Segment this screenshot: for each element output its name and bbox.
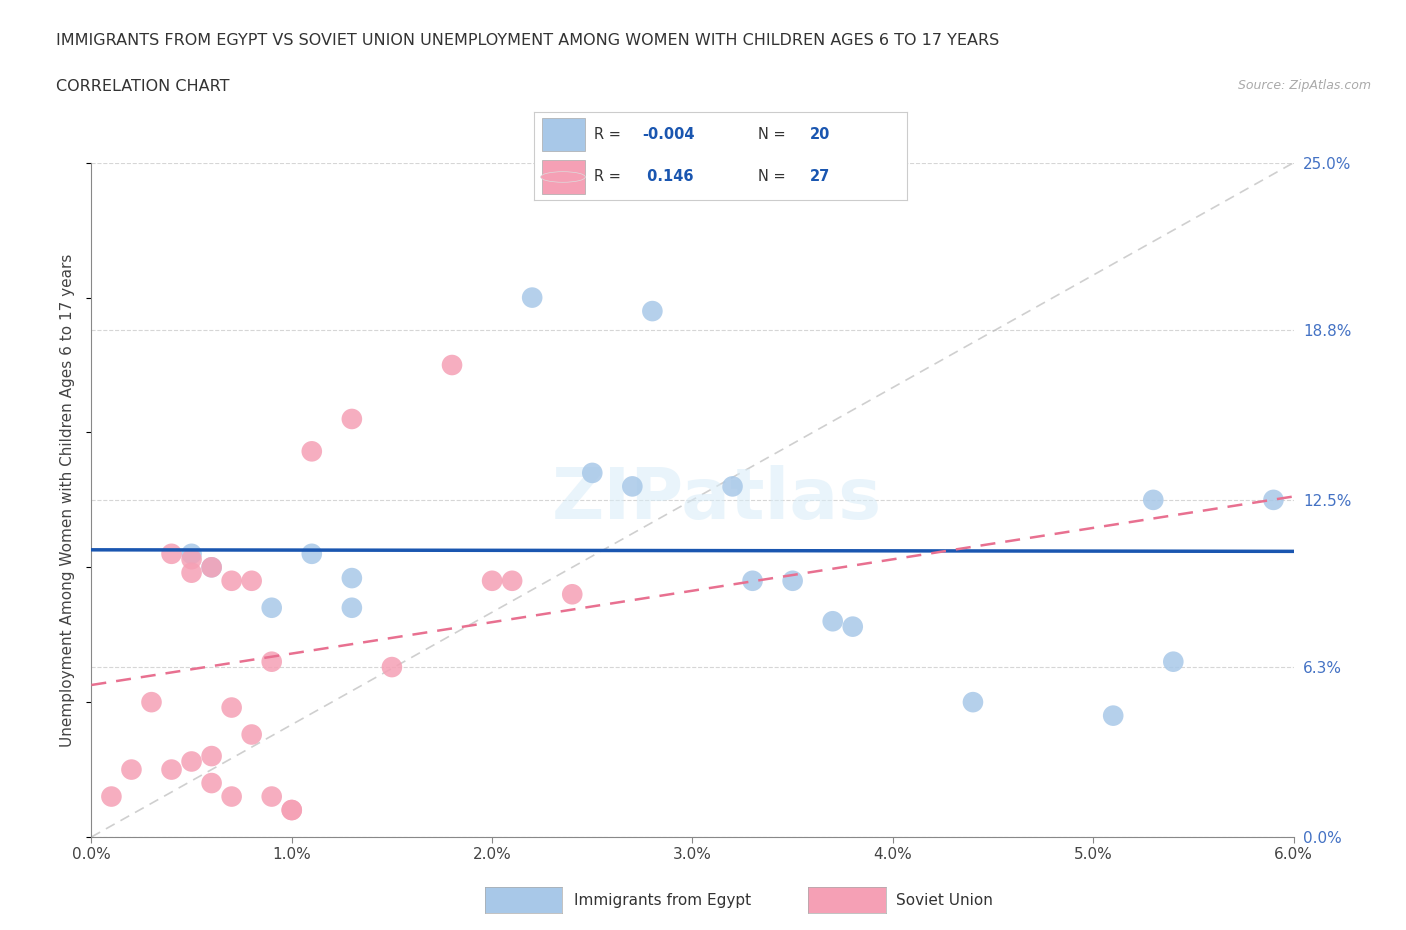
Text: N =: N = <box>758 127 790 142</box>
Point <box>221 700 243 715</box>
Point <box>281 803 304 817</box>
Point <box>741 573 763 589</box>
Point <box>501 573 523 589</box>
Text: IMMIGRANTS FROM EGYPT VS SOVIET UNION UNEMPLOYMENT AMONG WOMEN WITH CHILDREN AGE: IMMIGRANTS FROM EGYPT VS SOVIET UNION UN… <box>56 33 1000 47</box>
Point <box>301 444 323 458</box>
Text: ZIPatlas: ZIPatlas <box>551 465 882 535</box>
Point <box>180 754 202 769</box>
Point <box>221 789 243 804</box>
FancyBboxPatch shape <box>541 160 585 193</box>
Point <box>641 304 664 319</box>
Point <box>962 695 984 710</box>
Point <box>100 789 122 804</box>
Point <box>180 547 202 562</box>
Point <box>141 695 163 710</box>
Point <box>1263 493 1285 508</box>
Point <box>561 587 583 602</box>
Point <box>1102 709 1125 724</box>
Text: Soviet Union: Soviet Union <box>896 893 993 908</box>
Point <box>821 614 844 629</box>
Point <box>340 571 363 586</box>
Point <box>201 560 224 575</box>
Text: 20: 20 <box>810 127 831 142</box>
Point <box>440 358 463 373</box>
Text: 0.146: 0.146 <box>643 169 693 184</box>
Text: R =: R = <box>593 127 626 142</box>
Point <box>340 601 363 616</box>
Point <box>221 573 243 589</box>
Point <box>340 412 363 427</box>
Point <box>481 573 503 589</box>
Text: 27: 27 <box>810 169 831 184</box>
Point <box>782 573 804 589</box>
Point <box>201 776 224 790</box>
Point <box>160 763 183 777</box>
Point <box>180 551 202 566</box>
Text: CORRELATION CHART: CORRELATION CHART <box>56 79 229 94</box>
Point <box>160 547 183 562</box>
Point <box>301 547 323 562</box>
Point <box>621 479 644 494</box>
Point <box>201 749 224 764</box>
Point <box>260 655 283 670</box>
Point <box>180 565 202 580</box>
FancyBboxPatch shape <box>541 118 585 152</box>
Circle shape <box>541 172 585 182</box>
Text: R =: R = <box>593 169 626 184</box>
Y-axis label: Unemployment Among Women with Children Ages 6 to 17 years: Unemployment Among Women with Children A… <box>60 253 76 747</box>
Text: Source: ZipAtlas.com: Source: ZipAtlas.com <box>1237 79 1371 92</box>
Point <box>260 789 283 804</box>
Point <box>381 659 404 674</box>
Point <box>721 479 744 494</box>
Point <box>240 573 263 589</box>
Point <box>240 727 263 742</box>
Point <box>841 619 863 634</box>
Point <box>581 466 603 481</box>
Point <box>201 560 224 575</box>
Point <box>281 803 304 817</box>
Point <box>520 290 543 305</box>
Point <box>121 763 143 777</box>
Text: -0.004: -0.004 <box>643 127 695 142</box>
Text: N =: N = <box>758 169 790 184</box>
Point <box>260 601 283 616</box>
Point <box>1161 655 1184 670</box>
Point <box>1142 493 1164 508</box>
Text: Immigrants from Egypt: Immigrants from Egypt <box>574 893 751 908</box>
